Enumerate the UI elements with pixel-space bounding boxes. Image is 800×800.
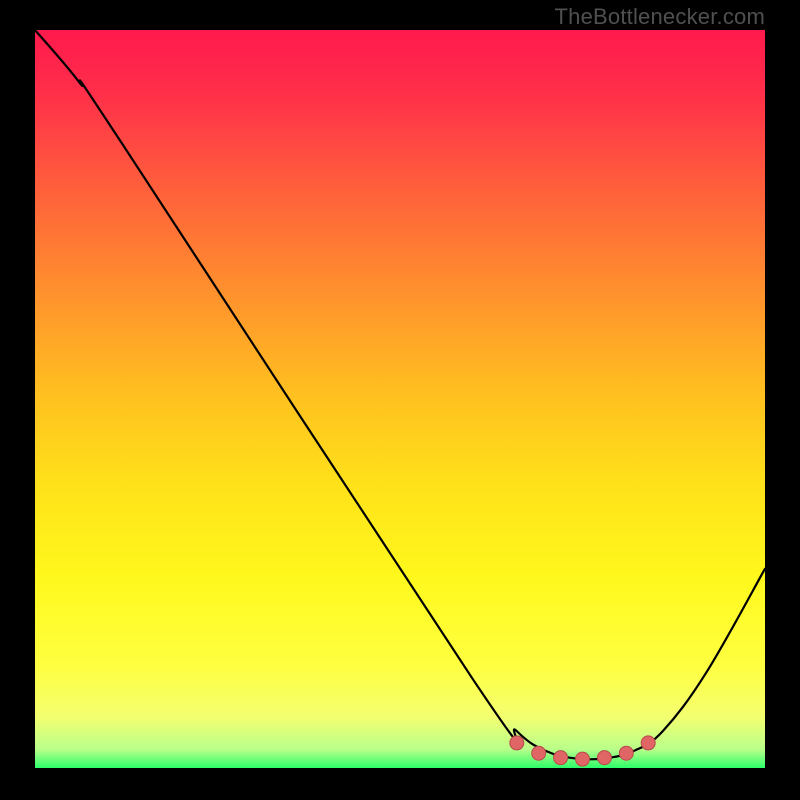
chart-container: TheBottlenecker.com (0, 0, 800, 800)
sweet-spot-marker (597, 751, 611, 765)
sweet-spot-marker (554, 751, 568, 765)
sweet-spot-marker (576, 752, 590, 766)
sweet-spot-marker (619, 746, 633, 760)
sweet-spot-marker (532, 746, 546, 760)
sweet-spot-marker (641, 736, 655, 750)
chart-background (35, 30, 765, 768)
sweet-spot-marker (510, 736, 524, 750)
watermark-text: TheBottlenecker.com (555, 4, 765, 30)
bottleneck-curve-chart (35, 30, 765, 768)
